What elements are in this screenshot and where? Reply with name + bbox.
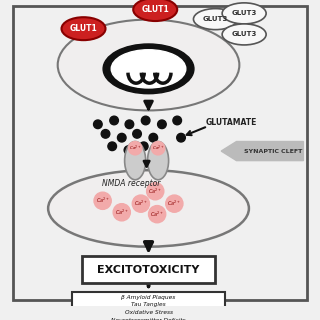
Circle shape	[177, 133, 185, 142]
Text: SYNAPTIC CLEFT: SYNAPTIC CLEFT	[244, 148, 302, 154]
Ellipse shape	[61, 17, 106, 40]
Text: $Ca^{2+}$: $Ca^{2+}$	[167, 199, 181, 208]
Circle shape	[147, 183, 164, 200]
Circle shape	[108, 142, 116, 151]
Circle shape	[141, 116, 150, 125]
Text: $Ca^{2+}$: $Ca^{2+}$	[96, 196, 110, 205]
Text: GLUTAMATE: GLUTAMATE	[206, 118, 257, 127]
Ellipse shape	[222, 24, 266, 45]
Text: GLUT1: GLUT1	[141, 5, 169, 14]
Ellipse shape	[48, 170, 249, 247]
Circle shape	[132, 195, 149, 212]
Circle shape	[155, 146, 163, 155]
Text: NMDA receptor: NMDA receptor	[102, 179, 161, 188]
Circle shape	[148, 205, 166, 223]
Ellipse shape	[111, 50, 186, 88]
Ellipse shape	[222, 3, 266, 24]
Circle shape	[158, 120, 166, 129]
Ellipse shape	[194, 9, 237, 30]
FancyBboxPatch shape	[82, 256, 215, 283]
Circle shape	[94, 192, 111, 209]
Ellipse shape	[133, 0, 177, 21]
Text: GLUT1: GLUT1	[70, 24, 97, 33]
Text: Tau Tangles: Tau Tangles	[131, 302, 166, 308]
Circle shape	[113, 204, 130, 221]
Circle shape	[151, 141, 165, 155]
Text: Oxidative Stress: Oxidative Stress	[124, 310, 172, 315]
Circle shape	[101, 130, 110, 138]
Circle shape	[117, 133, 126, 142]
Ellipse shape	[148, 141, 169, 180]
Text: $Ca^{2+}$: $Ca^{2+}$	[148, 187, 162, 196]
Text: GLUT3: GLUT3	[231, 31, 257, 37]
Text: EXCITOTOXICITY: EXCITOTOXICITY	[97, 265, 200, 275]
Circle shape	[173, 116, 181, 125]
Text: GLUT3: GLUT3	[231, 10, 257, 16]
Text: GLUT3: GLUT3	[203, 16, 228, 22]
FancyBboxPatch shape	[72, 292, 225, 320]
Circle shape	[140, 142, 148, 151]
Circle shape	[149, 133, 158, 142]
Ellipse shape	[124, 141, 146, 180]
Circle shape	[128, 141, 142, 155]
Text: Neurotransmitter Deficits: Neurotransmitter Deficits	[111, 318, 186, 320]
Text: $Ca^{2+}$: $Ca^{2+}$	[152, 144, 164, 153]
Circle shape	[125, 120, 134, 129]
Ellipse shape	[58, 20, 239, 110]
Text: β Amyloid Plaques: β Amyloid Plaques	[121, 295, 176, 300]
Text: $Ca^{2+}$: $Ca^{2+}$	[150, 210, 164, 219]
Ellipse shape	[103, 44, 194, 94]
FancyArrow shape	[221, 141, 303, 161]
Text: $Ca^{2+}$: $Ca^{2+}$	[115, 208, 129, 217]
Circle shape	[124, 146, 133, 155]
Circle shape	[133, 130, 141, 138]
Text: $Ca^{2+}$: $Ca^{2+}$	[129, 144, 141, 153]
Circle shape	[166, 195, 183, 212]
Circle shape	[93, 120, 102, 129]
Text: $Ca^{2+}$: $Ca^{2+}$	[134, 199, 148, 208]
Circle shape	[110, 116, 118, 125]
